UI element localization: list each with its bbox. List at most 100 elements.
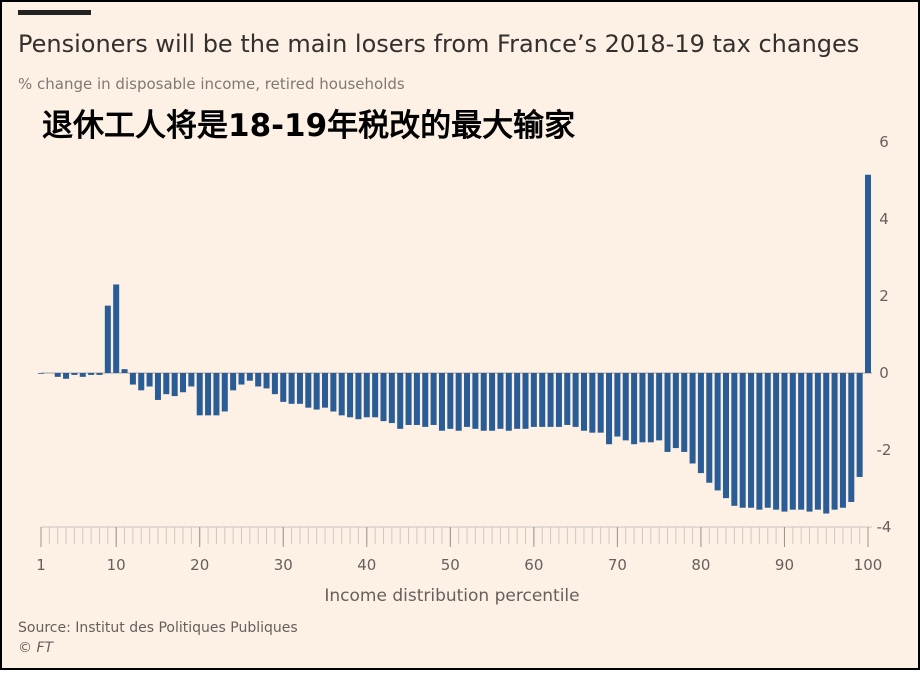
bar <box>355 373 362 420</box>
bar <box>522 373 529 429</box>
bar <box>714 373 721 491</box>
bar <box>614 373 621 437</box>
bar <box>564 373 571 425</box>
bar <box>773 373 780 510</box>
bar <box>154 373 161 400</box>
bar <box>464 373 471 427</box>
y-tick-label: -2 <box>877 441 892 459</box>
bar <box>246 373 253 381</box>
bar <box>764 373 771 508</box>
bar <box>338 373 345 416</box>
bar <box>138 373 145 391</box>
bar <box>622 373 629 441</box>
annotation: 退休工人将是18-19年税改的最大输家 <box>42 108 575 144</box>
x-axis-label: Income distribution percentile <box>324 586 579 606</box>
bar <box>363 373 370 418</box>
bar <box>789 373 796 510</box>
bar <box>505 373 512 431</box>
bar <box>71 373 78 375</box>
bar <box>497 373 504 429</box>
bar <box>706 373 713 483</box>
bar <box>330 373 337 412</box>
bar <box>430 373 437 425</box>
bar <box>814 373 821 510</box>
bar <box>681 373 688 452</box>
bar <box>864 174 872 373</box>
x-tick-label: 80 <box>691 556 710 574</box>
bar <box>731 373 738 506</box>
bar <box>188 373 195 387</box>
bar <box>639 373 646 443</box>
bar <box>405 373 412 425</box>
bar <box>739 373 746 508</box>
bar <box>422 373 429 427</box>
bar <box>146 373 153 387</box>
bar <box>96 373 103 375</box>
bar <box>722 373 729 499</box>
bar <box>631 373 638 445</box>
credit: © FT <box>18 640 55 656</box>
bar <box>672 373 679 449</box>
y-tick-label: 0 <box>879 364 889 382</box>
bar <box>37 373 45 374</box>
bar <box>530 373 537 427</box>
bar <box>372 373 379 418</box>
chart-title: Pensioners will be the main losers from … <box>18 30 859 58</box>
bar <box>163 373 170 395</box>
bar <box>129 373 136 385</box>
bar <box>113 284 120 373</box>
bar <box>205 373 212 416</box>
bar <box>480 373 487 431</box>
bar <box>589 373 596 433</box>
bar <box>397 373 404 429</box>
x-tick-label: 50 <box>441 556 460 574</box>
bar <box>848 373 855 502</box>
bar <box>313 373 320 410</box>
x-tick-label: 20 <box>190 556 209 574</box>
bar <box>121 369 128 373</box>
x-tick-label: 40 <box>357 556 376 574</box>
bar <box>196 373 203 416</box>
bar <box>88 373 95 375</box>
bar <box>213 373 220 416</box>
bar <box>572 373 579 427</box>
bar <box>514 373 521 429</box>
bar <box>489 373 496 431</box>
bar <box>447 373 454 429</box>
bar <box>455 373 462 431</box>
bar <box>271 373 278 395</box>
bar <box>697 373 704 474</box>
x-tick-label: 70 <box>608 556 627 574</box>
source: Source: Institut des Politiques Publique… <box>18 620 298 636</box>
bar <box>347 373 354 418</box>
bar <box>806 373 813 512</box>
bar <box>438 373 445 431</box>
bar <box>380 373 387 422</box>
bar <box>322 373 329 408</box>
y-tick-label: 6 <box>879 133 889 151</box>
bar <box>305 373 312 408</box>
x-tick-label: 90 <box>775 556 794 574</box>
bar <box>781 373 788 512</box>
subtitle: % change in disposable income, retired h… <box>18 75 405 93</box>
bar <box>839 373 846 508</box>
bar <box>413 373 420 425</box>
bar <box>63 373 70 379</box>
bar <box>597 373 604 433</box>
x-tick-label: 100 <box>854 556 883 574</box>
x-tick-label: 60 <box>524 556 543 574</box>
bar <box>647 373 654 443</box>
bar <box>280 373 287 402</box>
bar <box>656 373 663 441</box>
bar <box>689 373 696 464</box>
bar <box>230 373 237 391</box>
bar <box>664 373 671 452</box>
bar <box>54 373 61 377</box>
bar <box>580 373 587 431</box>
bar <box>104 305 111 373</box>
bar <box>756 373 763 510</box>
bar <box>856 373 863 477</box>
bar <box>255 373 262 387</box>
bar <box>180 373 187 393</box>
